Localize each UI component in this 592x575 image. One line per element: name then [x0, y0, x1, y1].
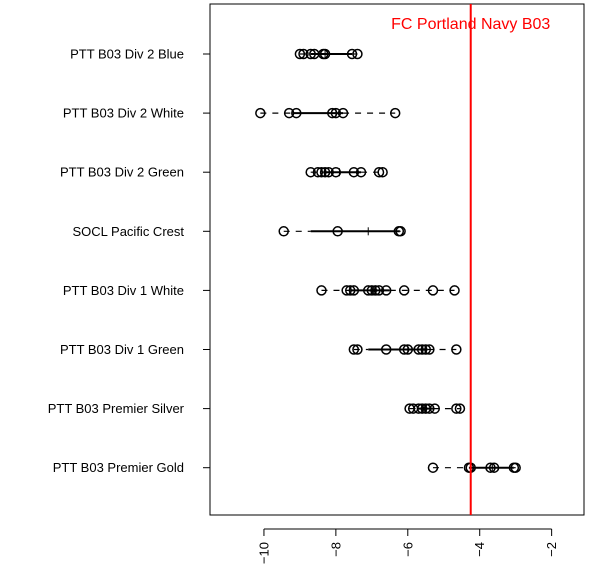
x-tick-label: −6 [400, 542, 415, 557]
category-label: SOCL Pacific Crest [73, 224, 185, 239]
y-axis-ticks [203, 53, 210, 469]
data-point [485, 462, 496, 473]
data-point [451, 344, 462, 355]
row-group [305, 166, 388, 178]
data-point [278, 226, 289, 237]
plot-frame [209, 3, 585, 516]
data-point [345, 285, 356, 296]
data-point [366, 285, 378, 296]
data-point [413, 344, 424, 355]
data-point [294, 48, 306, 60]
data-point [424, 403, 435, 414]
row-group [255, 107, 401, 119]
category-labels: PTT B03 Div 2 Blue PTT B03 Div 2 White PTT… [48, 47, 185, 476]
data-point [488, 462, 500, 473]
data-point [312, 166, 324, 178]
category-label: PTT B03 Premier Gold [53, 460, 184, 475]
row-group [348, 344, 462, 355]
data-point [298, 48, 309, 60]
data-point [402, 344, 414, 355]
data-point [420, 344, 432, 355]
data-point [373, 166, 385, 178]
data-point [355, 166, 367, 178]
row-group [404, 403, 466, 414]
reference-line-group: FC Portland Navy B03 [391, 4, 550, 515]
data-point [348, 166, 360, 178]
data-point [380, 344, 392, 355]
data-point [305, 48, 316, 60]
row-group [294, 48, 363, 60]
data-point [319, 48, 331, 60]
data-point [348, 344, 360, 355]
data-point [330, 107, 342, 119]
data-point [305, 166, 316, 178]
x-axis: −10 −8 −6 −4 −2 [256, 528, 559, 564]
data-point [449, 285, 460, 296]
row-group [278, 226, 406, 237]
data-point [454, 403, 466, 414]
row-group [316, 285, 460, 296]
data-point [427, 285, 439, 296]
category-label: PTT B03 Div 2 Blue [70, 47, 184, 62]
category-label: PTT B03 Div 2 White [63, 106, 184, 121]
x-tick-label: −4 [472, 542, 487, 557]
data-point [398, 285, 410, 296]
category-label: PTT B03 Div 1 White [63, 283, 184, 298]
data-point [377, 166, 388, 178]
data-point [451, 403, 462, 414]
data-point [316, 285, 327, 296]
data-point [427, 462, 439, 473]
series-rows [255, 48, 521, 473]
data-point [398, 344, 410, 355]
category-label: PTT B03 Div 2 Green [60, 165, 184, 180]
x-tick-label: −10 [256, 542, 271, 564]
category-label: PTT B03 Div 1 Green [60, 342, 184, 357]
data-point [332, 226, 343, 237]
data-point [510, 462, 521, 473]
data-point [416, 403, 428, 414]
x-tick-label: −8 [328, 542, 343, 557]
data-point [424, 344, 435, 355]
data-point [352, 48, 363, 60]
data-point [291, 107, 302, 119]
data-point [319, 166, 331, 178]
data-point [255, 107, 266, 119]
data-point [348, 285, 360, 296]
data-point [413, 403, 424, 414]
data-point [362, 285, 374, 296]
data-point [416, 344, 428, 355]
row-group [427, 462, 521, 473]
data-point [373, 285, 385, 296]
data-point [380, 285, 392, 296]
data-point [316, 166, 327, 178]
x-tick-label: −2 [544, 542, 559, 557]
data-point [341, 285, 352, 296]
data-point [327, 107, 338, 119]
data-point [370, 285, 381, 296]
data-point [389, 107, 401, 119]
data-point [283, 107, 295, 119]
data-point [346, 48, 358, 60]
data-point [337, 107, 349, 119]
data-point [352, 344, 363, 355]
data-point [330, 166, 342, 178]
data-point [395, 226, 406, 237]
reference-line-label: FC Portland Navy B03 [391, 16, 550, 33]
data-point [429, 403, 441, 414]
data-point [323, 166, 334, 178]
category-label: PTT B03 Premier Silver [48, 401, 185, 416]
